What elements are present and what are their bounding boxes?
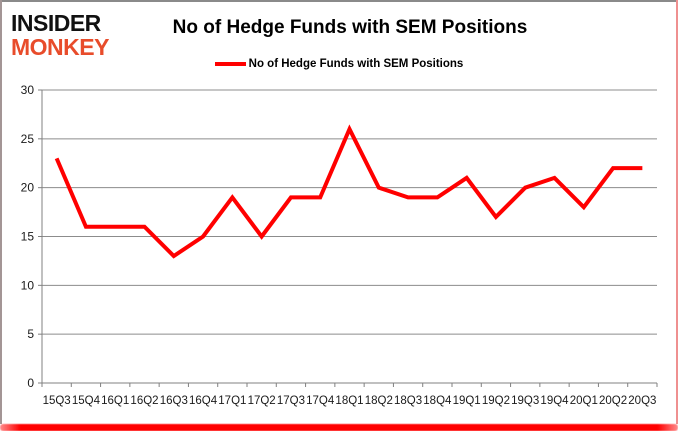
y-axis-label: 5 [27, 327, 34, 341]
y-axis-label: 10 [21, 278, 35, 292]
y-axis-label: 20 [21, 181, 35, 195]
frame-border-right [676, 0, 678, 424]
x-axis-label: 19Q1 [453, 395, 481, 407]
x-axis-label: 16Q1 [101, 395, 129, 407]
x-axis-label: 18Q3 [394, 395, 422, 407]
x-axis-label: 20Q2 [599, 395, 627, 407]
frame-border-top [0, 0, 678, 2]
legend-label: No of Hedge Funds with SEM Positions [248, 58, 464, 70]
logo-monkey-text: MONKEY [11, 34, 109, 60]
x-axis-label: 16Q3 [160, 395, 188, 407]
legend-line-swatch [214, 62, 246, 66]
y-axis-label: 0 [27, 376, 34, 390]
data-series-line [54, 124, 643, 259]
x-axis-label: 18Q4 [423, 395, 452, 407]
x-axis-label: 20Q3 [628, 395, 656, 407]
logo-insider-text: INSIDER [11, 10, 101, 36]
x-axis-label: 19Q3 [511, 395, 539, 407]
x-axis-label: 17Q4 [306, 395, 335, 407]
y-axis-label: 15 [21, 230, 35, 244]
x-axis-label: 19Q2 [482, 395, 510, 407]
y-axis-label: 25 [21, 132, 35, 146]
x-axis-label: 15Q4 [72, 395, 101, 407]
chart-title: No of Hedge Funds with SEM Positions [172, 17, 528, 38]
legend: No of Hedge Funds with SEM Positions [0, 58, 678, 70]
y-axis-label: 30 [21, 83, 35, 97]
insider-monkey-logo: INSIDER MONKEY [11, 11, 109, 59]
x-axis-label: 17Q2 [248, 395, 276, 407]
x-axis-label: 16Q2 [130, 395, 158, 407]
frame-border-left [0, 0, 2, 424]
x-axis-label: 16Q4 [189, 395, 218, 407]
x-axis-label: 20Q1 [570, 395, 598, 407]
x-axis-label: 18Q2 [365, 395, 393, 407]
frame-red-bottom-bar [0, 424, 678, 431]
x-axis-label: 18Q1 [335, 395, 363, 407]
x-axis-label: 19Q4 [540, 395, 569, 407]
x-axis-label: 15Q3 [43, 395, 71, 407]
x-axis-label: 17Q3 [277, 395, 305, 407]
x-axis-label: 17Q1 [218, 395, 246, 407]
